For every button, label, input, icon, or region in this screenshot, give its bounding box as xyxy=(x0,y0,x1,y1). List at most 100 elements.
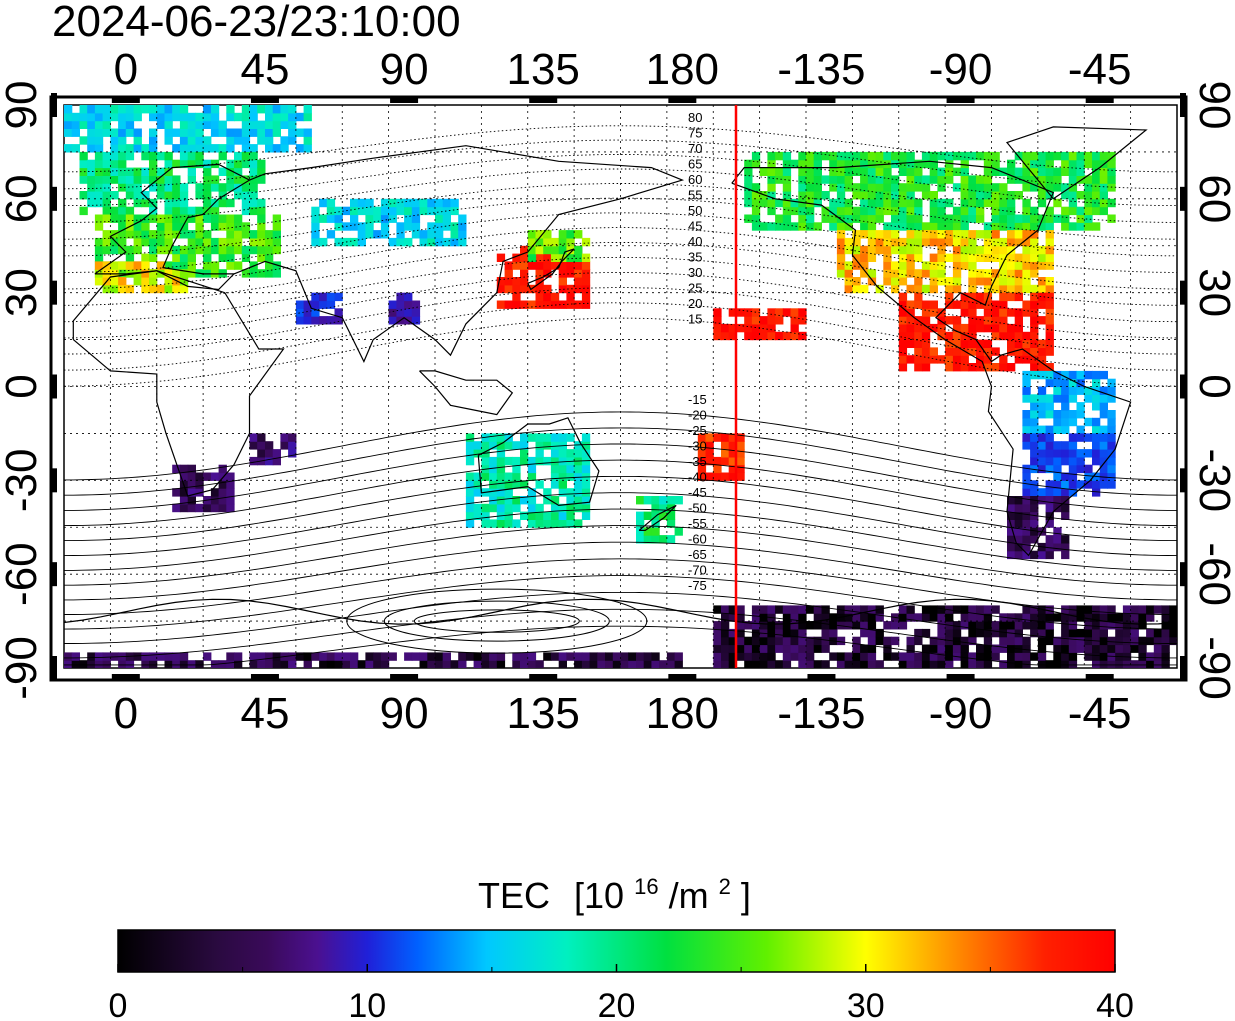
tec-cell xyxy=(728,660,737,668)
tec-cell xyxy=(226,253,235,262)
tec-cell xyxy=(504,433,513,442)
tec-cell xyxy=(914,355,923,364)
tec-cell xyxy=(71,112,80,122)
tec-cell xyxy=(921,339,931,348)
tec-cell xyxy=(226,183,235,192)
tec-cell xyxy=(187,261,196,270)
tec-cell xyxy=(118,660,127,668)
tec-cell xyxy=(759,605,768,614)
tec-cell xyxy=(898,605,908,614)
tec-cell xyxy=(94,105,104,114)
tec-cell xyxy=(496,652,506,661)
graticule xyxy=(64,105,1177,668)
coastline-antarctica xyxy=(64,598,1177,625)
tec-cell xyxy=(1068,410,1078,419)
tec-cell xyxy=(1099,613,1108,622)
tec-cell xyxy=(767,605,776,614)
tec-cell xyxy=(736,644,745,653)
tec-cell xyxy=(1068,370,1078,380)
coastline-7 xyxy=(419,370,514,416)
tec-cell xyxy=(118,144,127,153)
tec-cell xyxy=(319,198,328,208)
tec-cell xyxy=(319,652,328,661)
tec-cell xyxy=(535,456,544,466)
tec-cell xyxy=(867,206,877,216)
tec-cell xyxy=(597,660,606,668)
right-lat-tick-label: -90 xyxy=(1190,636,1235,700)
tec-cell xyxy=(574,449,583,458)
bottom-lon-tick-mark xyxy=(946,674,975,680)
tec-cell xyxy=(218,222,227,231)
tec-cell xyxy=(1061,167,1070,176)
tec-cell xyxy=(952,206,962,216)
tec-cell xyxy=(118,112,127,122)
tec-cell xyxy=(1092,628,1101,638)
tec-cell xyxy=(790,605,799,614)
tec-cell xyxy=(179,488,189,497)
tec-cell xyxy=(1146,613,1155,622)
tec-cell xyxy=(265,269,274,278)
tec-cell xyxy=(728,628,737,638)
tec-cell xyxy=(767,316,776,325)
tec-cell xyxy=(929,175,938,184)
tec-cell xyxy=(1115,660,1124,668)
tec-cell xyxy=(179,245,189,255)
tec-cell xyxy=(1068,175,1078,184)
tec-cell xyxy=(713,323,722,333)
tec-cell xyxy=(976,628,985,638)
tec-cell xyxy=(558,511,567,520)
tec-cell xyxy=(999,308,1008,317)
tec-cell xyxy=(976,214,985,223)
tec-cell xyxy=(1068,480,1078,489)
tec-cell xyxy=(960,198,969,208)
tec-cell xyxy=(1115,613,1124,622)
tec-cell xyxy=(1022,284,1031,294)
tec-cell xyxy=(133,128,142,137)
tec-cell xyxy=(1092,605,1101,614)
tec-cell xyxy=(496,503,506,513)
tec-cell xyxy=(1030,222,1039,231)
tec-cell xyxy=(1014,191,1023,200)
tec-cell xyxy=(118,284,127,294)
tec-cell xyxy=(906,183,915,192)
tec-cell xyxy=(133,277,142,286)
tec-cell xyxy=(156,652,166,661)
tec-cell xyxy=(1045,511,1054,520)
tec-cell xyxy=(535,261,544,270)
tec-cell xyxy=(1092,613,1101,622)
tec-cell xyxy=(566,284,575,294)
tec-cell xyxy=(883,206,892,216)
tec-cell xyxy=(860,644,869,653)
tec-cell xyxy=(898,660,908,668)
tec-cell xyxy=(806,222,815,231)
coastline-2 xyxy=(233,145,685,363)
tec-cell xyxy=(1022,652,1031,661)
tec-cell xyxy=(118,183,127,192)
tec-cell xyxy=(651,652,660,661)
tec-cell xyxy=(102,214,111,223)
tec-cell xyxy=(829,175,838,184)
tec-cell xyxy=(736,323,745,333)
tec-cell xyxy=(867,277,877,286)
tec-cell xyxy=(976,151,985,161)
tec-cell xyxy=(968,339,977,348)
tec-cell xyxy=(867,245,877,255)
tec-cell xyxy=(195,214,204,223)
tec-cell xyxy=(860,621,869,630)
tec-cell xyxy=(179,652,189,661)
tec-cell xyxy=(860,159,869,169)
tec-cell xyxy=(581,261,591,270)
tec-cell xyxy=(1099,652,1108,661)
tec-cell xyxy=(1007,308,1016,317)
tec-cell xyxy=(1161,644,1170,653)
tec-cell xyxy=(257,214,266,223)
tec-cell xyxy=(1022,159,1031,169)
tec-cell xyxy=(303,128,312,137)
tec-cell xyxy=(303,660,312,668)
tec-cell xyxy=(334,652,343,661)
tec-cell xyxy=(411,308,421,317)
tec-cell xyxy=(419,206,428,216)
tec-cell xyxy=(87,144,96,153)
tec-cell xyxy=(1107,605,1116,614)
tec-cell xyxy=(543,237,552,247)
